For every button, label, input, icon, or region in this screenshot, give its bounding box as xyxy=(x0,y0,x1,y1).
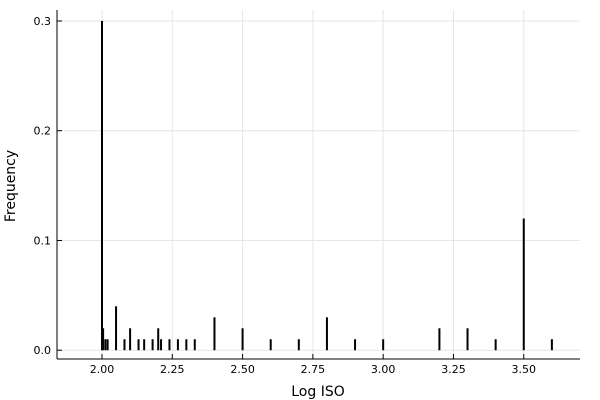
histogram-bar xyxy=(466,328,469,351)
histogram-bar xyxy=(241,328,244,351)
y-ticks: 0.0 0.1 0.2 0.3 xyxy=(34,15,62,357)
histogram-bar xyxy=(129,328,132,351)
x-axis-title: Log ISO xyxy=(291,384,345,400)
histogram-bar xyxy=(137,339,140,351)
histogram-bar xyxy=(193,339,196,351)
histogram-bar xyxy=(438,328,441,351)
y-axis-title: Frequency xyxy=(3,150,19,222)
histogram-bar xyxy=(100,20,103,351)
histogram-bar xyxy=(354,339,357,351)
axes xyxy=(56,10,580,360)
histogram-bar xyxy=(102,328,105,351)
y-tick-label: 0.3 xyxy=(34,15,52,28)
histogram-bar xyxy=(104,339,107,351)
x-tick-label: 2.25 xyxy=(160,363,185,376)
histogram-bar xyxy=(269,339,272,351)
bars xyxy=(100,20,553,351)
x-tick-label: 3.50 xyxy=(512,363,537,376)
y-tick-label: 0.2 xyxy=(34,125,52,138)
histogram-bar xyxy=(176,339,179,351)
histogram-bar xyxy=(213,317,216,351)
x-ticks: 2.00 2.25 2.50 2.75 3.00 3.25 3.50 xyxy=(90,354,536,376)
histogram-bar xyxy=(106,339,109,351)
y-tick-label: 0.0 xyxy=(34,344,52,357)
histogram-bar xyxy=(115,306,118,351)
histogram-bar xyxy=(494,339,497,351)
histogram-bar xyxy=(160,339,163,351)
histogram-bar xyxy=(382,339,385,351)
y-tick-label: 0.1 xyxy=(34,234,52,247)
histogram-bar xyxy=(297,339,300,351)
x-tick-label: 3.00 xyxy=(371,363,396,376)
x-tick-label: 3.25 xyxy=(441,363,466,376)
x-tick-label: 2.75 xyxy=(301,363,326,376)
histogram-bar xyxy=(143,339,146,351)
histogram-bar xyxy=(522,218,525,351)
histogram-bar xyxy=(123,339,126,351)
grid xyxy=(57,10,580,359)
x-tick-label: 2.50 xyxy=(230,363,255,376)
histogram-bar xyxy=(157,328,160,351)
histogram-bar xyxy=(151,339,154,351)
x-tick-label: 2.00 xyxy=(90,363,115,376)
histogram-bar xyxy=(168,339,171,351)
histogram-bar xyxy=(325,317,328,351)
histogram-bar xyxy=(185,339,188,351)
histogram-bar xyxy=(550,339,553,351)
